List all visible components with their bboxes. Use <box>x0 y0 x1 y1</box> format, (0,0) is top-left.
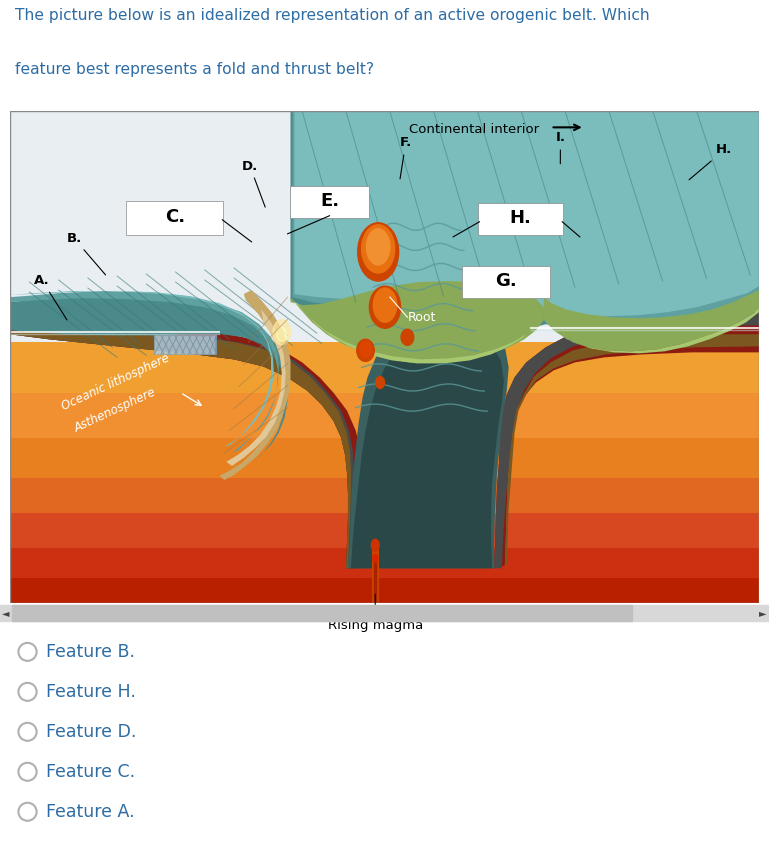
Text: Feature D.: Feature D. <box>45 722 136 740</box>
Ellipse shape <box>360 342 371 358</box>
Polygon shape <box>504 330 759 565</box>
Polygon shape <box>226 309 285 466</box>
Text: Asthenosphere: Asthenosphere <box>72 386 158 435</box>
Polygon shape <box>494 312 759 568</box>
Ellipse shape <box>371 539 379 551</box>
Text: The picture below is an idealized representation of an active orogenic belt. Whi: The picture below is an idealized repres… <box>15 8 650 23</box>
Polygon shape <box>10 324 363 568</box>
Text: B.: B. <box>66 232 105 275</box>
Polygon shape <box>10 111 288 461</box>
Text: C.: C. <box>165 208 185 226</box>
Text: feature best represents a fold and thrust belt?: feature best represents a fold and thrus… <box>15 62 375 77</box>
Polygon shape <box>10 330 351 568</box>
Ellipse shape <box>357 339 375 361</box>
Ellipse shape <box>367 229 390 265</box>
Polygon shape <box>295 111 759 316</box>
Polygon shape <box>219 290 291 480</box>
Text: Root: Root <box>408 311 436 324</box>
Ellipse shape <box>361 225 394 273</box>
Text: Rising magma: Rising magma <box>328 619 423 632</box>
FancyBboxPatch shape <box>478 203 563 235</box>
Polygon shape <box>348 315 508 568</box>
Ellipse shape <box>358 223 398 281</box>
Ellipse shape <box>376 377 384 389</box>
Polygon shape <box>292 111 759 325</box>
Polygon shape <box>291 281 544 362</box>
Polygon shape <box>494 312 759 568</box>
Text: F.: F. <box>400 136 412 179</box>
Ellipse shape <box>401 330 414 345</box>
Text: H.: H. <box>509 209 531 227</box>
FancyBboxPatch shape <box>126 200 223 235</box>
Polygon shape <box>544 290 759 351</box>
Ellipse shape <box>369 286 401 328</box>
FancyBboxPatch shape <box>462 266 550 298</box>
Text: ►: ► <box>759 609 767 618</box>
Text: G.: G. <box>495 272 517 290</box>
Polygon shape <box>10 111 274 447</box>
Polygon shape <box>291 111 759 330</box>
Polygon shape <box>10 437 759 478</box>
Ellipse shape <box>373 288 397 322</box>
Text: Feature C.: Feature C. <box>45 763 135 781</box>
Text: A.: A. <box>35 274 67 320</box>
Text: D.: D. <box>241 159 265 207</box>
FancyBboxPatch shape <box>290 186 369 217</box>
Polygon shape <box>544 309 759 354</box>
Polygon shape <box>10 579 759 603</box>
Polygon shape <box>10 513 759 548</box>
Bar <box>0 605 769 621</box>
Bar <box>12 605 632 621</box>
Polygon shape <box>351 328 504 568</box>
Text: Feature A.: Feature A. <box>45 803 135 821</box>
Text: Continental interior: Continental interior <box>409 123 540 136</box>
Polygon shape <box>10 342 759 393</box>
Polygon shape <box>10 111 759 603</box>
Text: Feature B.: Feature B. <box>45 643 135 661</box>
Polygon shape <box>10 327 354 568</box>
Text: E.: E. <box>320 192 339 210</box>
Polygon shape <box>10 393 759 437</box>
Polygon shape <box>10 111 279 453</box>
Text: Oceanic lithosphere: Oceanic lithosphere <box>59 352 171 413</box>
Ellipse shape <box>273 319 291 345</box>
Text: ◄: ◄ <box>2 609 10 618</box>
Polygon shape <box>10 548 759 579</box>
Text: H.: H. <box>689 144 732 180</box>
Polygon shape <box>10 478 759 513</box>
Text: Feature H.: Feature H. <box>45 683 135 701</box>
Polygon shape <box>154 336 217 354</box>
Polygon shape <box>292 300 531 364</box>
Ellipse shape <box>277 327 287 342</box>
Text: I.: I. <box>555 132 565 163</box>
Ellipse shape <box>373 555 378 562</box>
